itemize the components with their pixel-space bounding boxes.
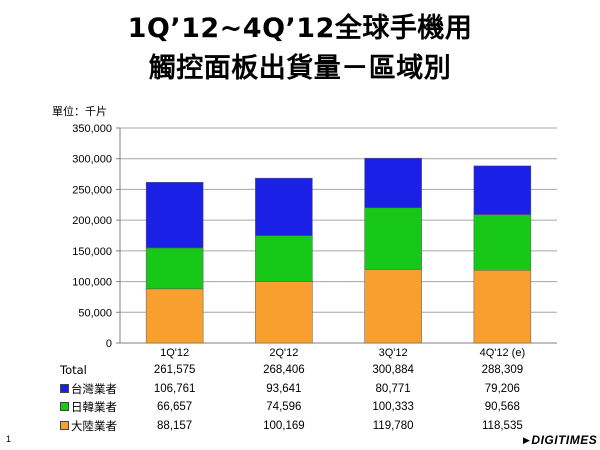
bar-segment <box>255 281 313 344</box>
legend-text: 日韓業者 <box>71 400 117 414</box>
total-row-cell: 288,309 <box>481 364 524 376</box>
series-row-cell: 90,568 <box>484 401 520 413</box>
y-tick-label: 350,000 <box>72 123 112 135</box>
bar-segment <box>145 247 204 290</box>
series-row-cell: 74,596 <box>266 401 302 413</box>
y-tick-label: 0 <box>106 338 112 350</box>
total-row-label: Total <box>60 361 132 379</box>
total-row-cell: 268,406 <box>263 364 305 376</box>
y-tick-label: 100,000 <box>72 277 112 289</box>
bar-segment <box>473 214 532 271</box>
legend-swatch <box>60 402 69 411</box>
series-row-label: 台灣業者 <box>60 380 132 398</box>
brand-logo: ▶DIGITIMES <box>523 433 597 447</box>
series-row-label: 日韓業者 <box>60 398 132 416</box>
series-row-cell: 88,157 <box>157 419 193 432</box>
bar-segment <box>473 269 532 344</box>
page-number: 1 <box>6 434 12 444</box>
brand-mark-icon: ▶ <box>523 435 531 445</box>
legend-text: 大陸業者 <box>71 418 117 433</box>
chart-title-line-2: 觸控面板出貨量－區域別 <box>148 53 452 84</box>
series-row-cell: 79,206 <box>484 382 520 395</box>
x-category-label: 4Q'12 (e) <box>480 347 526 359</box>
legend-swatch <box>60 383 69 393</box>
unit-label: 單位：千片 <box>52 105 107 118</box>
series-row-cell: 93,641 <box>266 382 302 395</box>
series-row-cell: 100,169 <box>263 419 305 432</box>
series-row-cell: 100,333 <box>372 401 414 413</box>
legend-text: Total <box>60 363 87 377</box>
total-row-cell: 261,575 <box>153 364 196 376</box>
series-row-cell: 66,657 <box>157 401 193 413</box>
series-row-cell: 106,761 <box>153 382 196 395</box>
y-tick-label: 150,000 <box>72 246 112 258</box>
bar-segment <box>473 165 532 215</box>
bar-segment <box>364 207 422 270</box>
y-tick-label: 250,000 <box>72 184 112 196</box>
legend-swatch <box>60 420 69 430</box>
bar-segment <box>145 182 204 249</box>
x-category-label: 3Q'12 <box>379 347 408 359</box>
x-category-label: 2Q'12 <box>269 347 298 359</box>
x-category-label: 1Q'12 <box>160 347 189 359</box>
series-row-cell: 119,780 <box>372 419 414 432</box>
brand-name: DIGITIMES <box>531 433 598 447</box>
series-row-cell: 118,535 <box>482 419 523 432</box>
y-tick-label: 50,000 <box>78 307 112 319</box>
legend-text: 台灣業者 <box>71 381 117 396</box>
y-tick-label: 300,000 <box>72 154 112 166</box>
bar-segment <box>255 177 313 236</box>
total-row-cell: 300,884 <box>372 364 414 376</box>
series-row-cell: 80,771 <box>375 382 411 395</box>
bar-segment <box>364 269 422 344</box>
y-tick-label: 200,000 <box>72 215 112 227</box>
chart-title-line-1: 1Q’12~4Q’12全球手機用 <box>127 13 473 44</box>
bar-segment <box>255 235 313 282</box>
series-row-label: 大陸業者 <box>60 417 132 435</box>
bar-segment <box>145 288 204 344</box>
bar-segment <box>364 157 422 209</box>
